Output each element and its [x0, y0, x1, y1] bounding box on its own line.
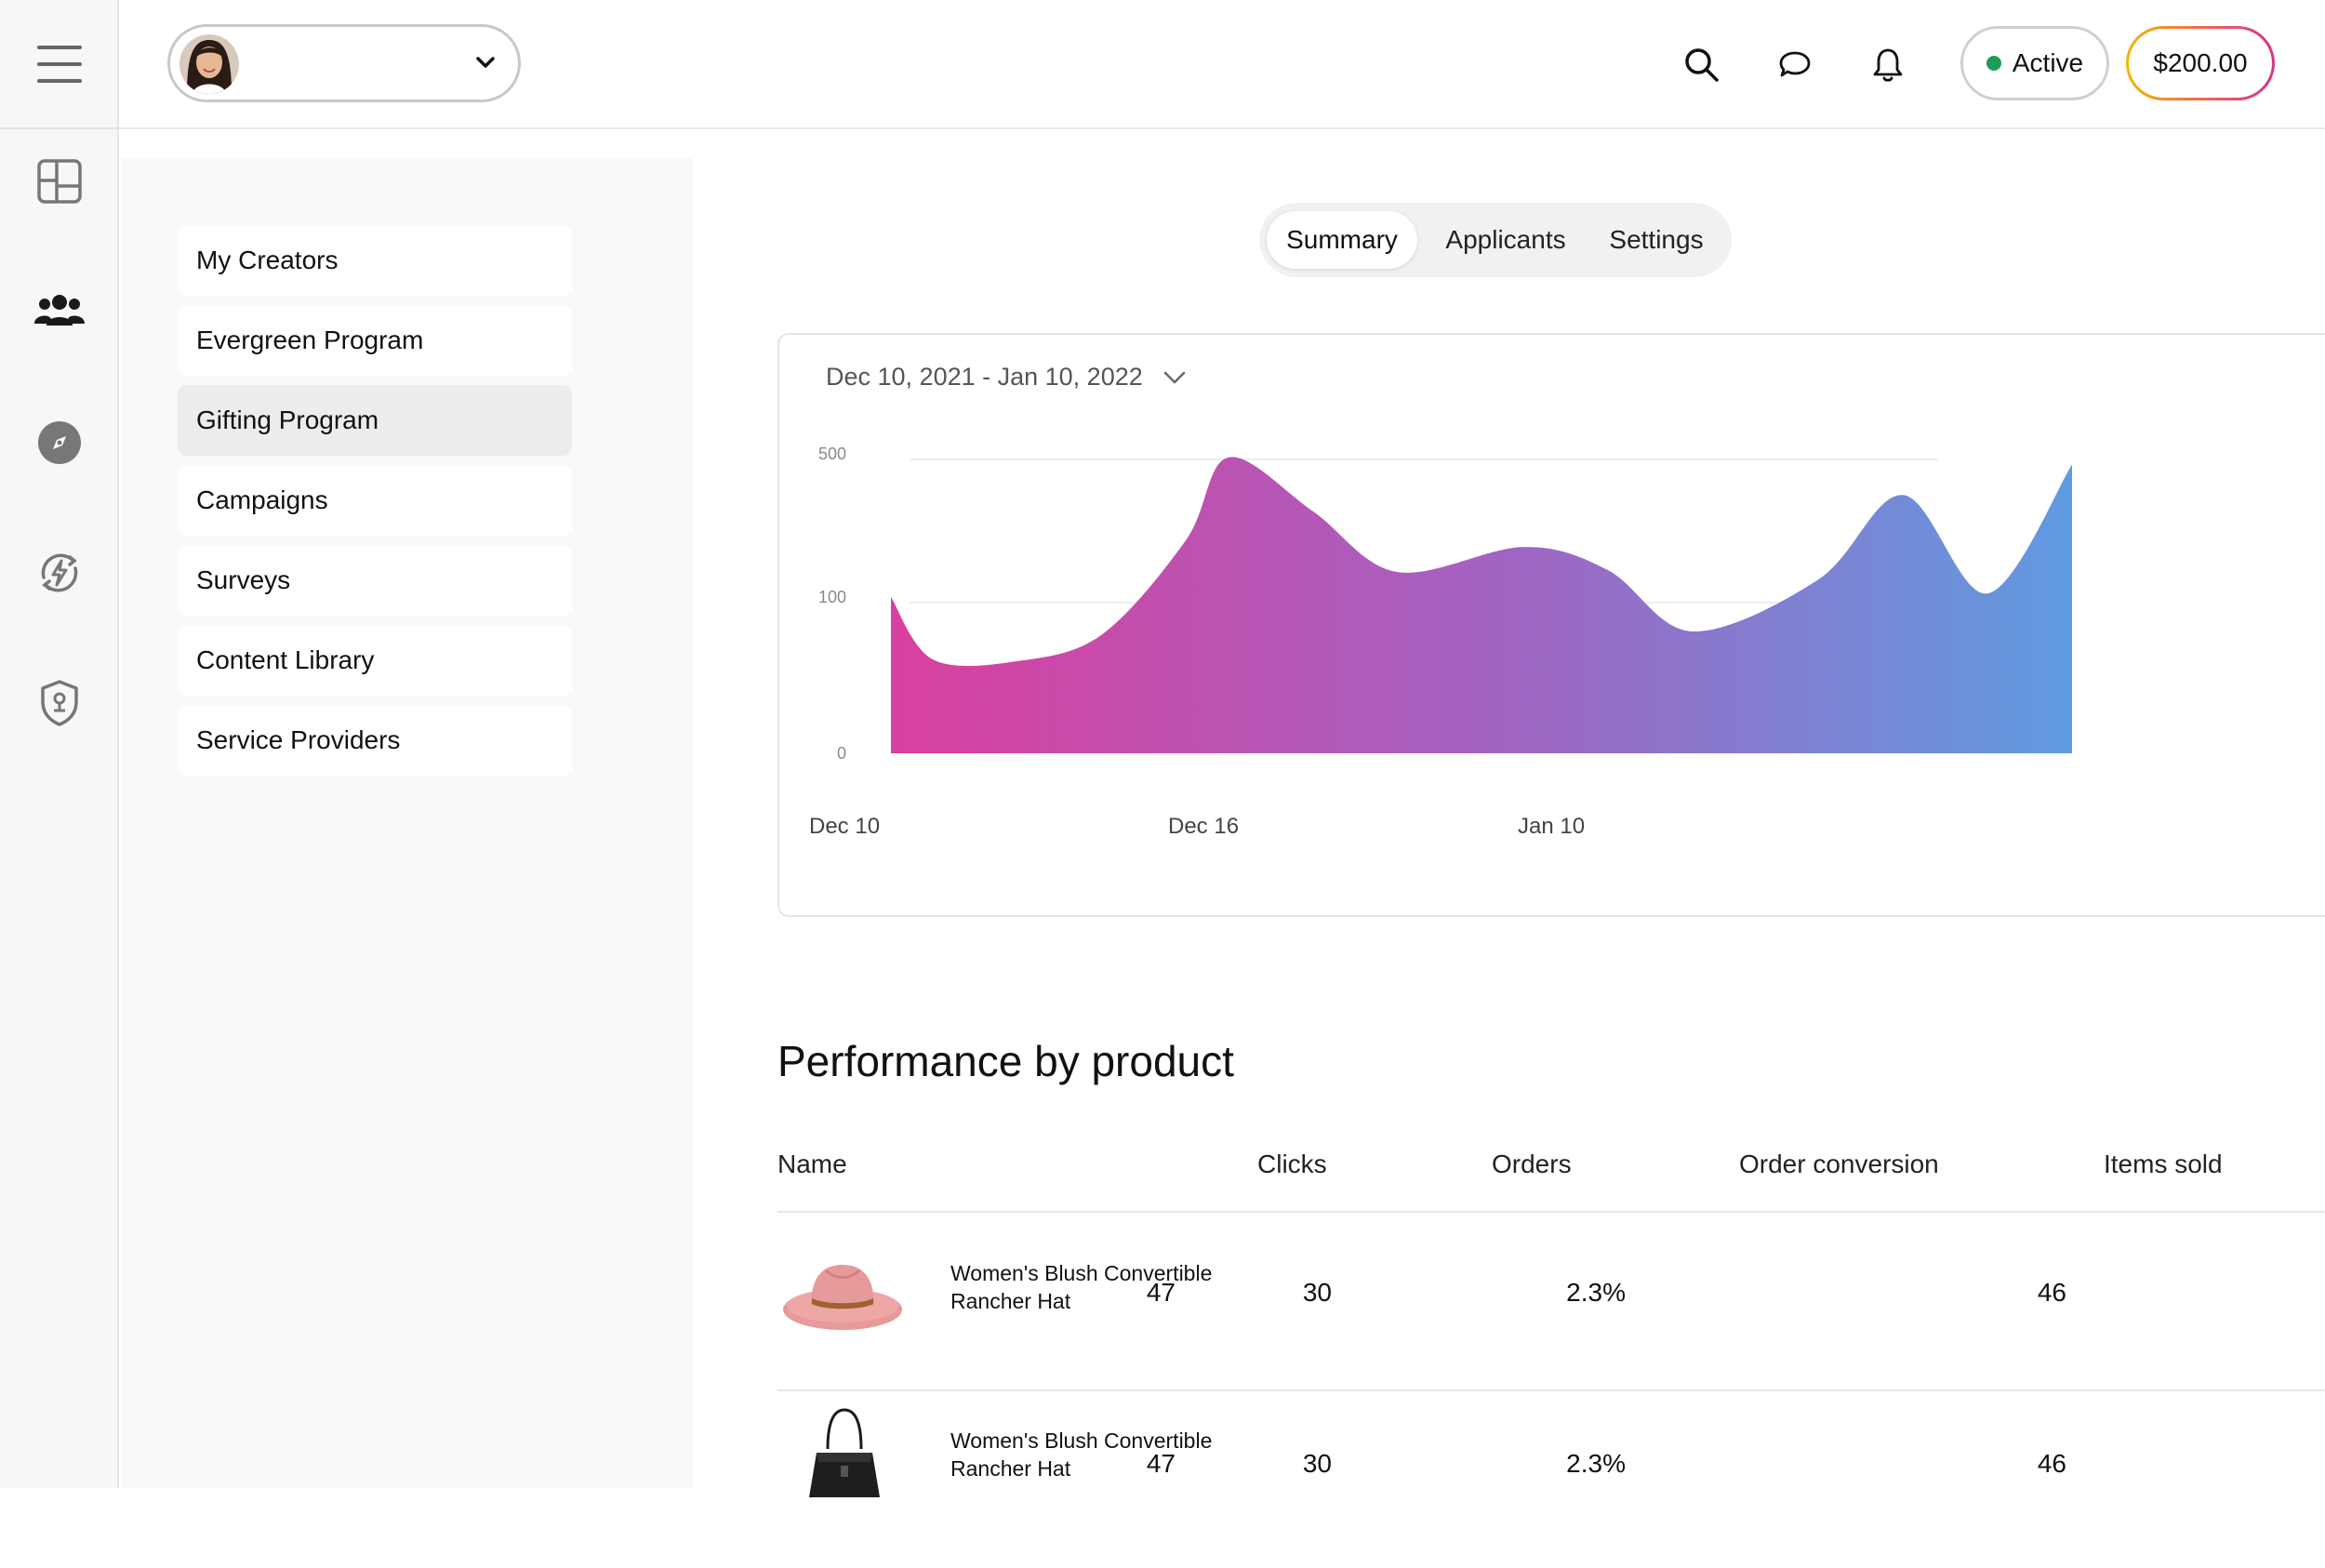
performance-chart-card: Dec 10, 2021 - Jan 10, 2022 500 100 0 Dec 1…	[777, 333, 2325, 917]
tab-settings[interactable]: Settings	[1609, 225, 1704, 254]
divider	[777, 1389, 2325, 1391]
avatar	[179, 34, 239, 94]
column-header-order-conversion[interactable]: Order conversion	[1739, 1149, 1939, 1178]
date-range-picker[interactable]: Dec 10, 2021 - Jan 10, 2022	[826, 363, 1186, 392]
chat-bubble-icon	[1779, 51, 1811, 77]
pink-rancher-hat-image	[783, 1265, 902, 1330]
product-name[interactable]: Women's Blush Convertible Rancher Hat	[950, 1428, 1213, 1481]
subnav-item-campaigns[interactable]: Campaigns	[178, 465, 572, 536]
column-header-items-sold[interactable]: Items sold	[2104, 1149, 2223, 1178]
status-dot-icon	[1986, 56, 2001, 71]
subnav-item-gifting-program[interactable]: Gifting Program	[178, 385, 572, 456]
table-row[interactable]: Women's Blush Convertible Rancher Hat 47…	[777, 1391, 2325, 1568]
table-row[interactable]: Women's Blush Convertible Rancher Hat 47…	[777, 1213, 2325, 1389]
balance-amount: $200.00	[2153, 48, 2248, 77]
shield-lock-icon	[41, 680, 78, 726]
section-title: Performance by product	[777, 1037, 1234, 1085]
date-range-label: Dec 10, 2021 - Jan 10, 2022	[826, 363, 1143, 391]
y-tick-label: 500	[818, 445, 846, 463]
messages-button[interactable]	[1767, 37, 1823, 93]
bell-icon	[1873, 48, 1903, 82]
product-name[interactable]: Women's Blush Convertible Rancher Hat	[950, 1261, 1213, 1313]
balance-button[interactable]: $200.00	[2126, 26, 2275, 100]
x-tick-label: Dec 10	[809, 814, 880, 839]
y-tick-label: 0	[837, 744, 846, 763]
users-icon	[34, 295, 85, 326]
table-header: Name Clicks Orders Order conversion Item…	[777, 1149, 2325, 1213]
rail-creators[interactable]	[30, 281, 89, 340]
rail-security[interactable]	[30, 673, 89, 733]
column-header-name[interactable]: Name	[777, 1149, 847, 1178]
orders-value: 30	[1302, 1449, 1332, 1478]
layout-dashboard-icon	[37, 159, 82, 204]
subnav-item-evergreen-program[interactable]: Evergreen Program	[178, 305, 572, 376]
view-tabs: Summary Applicants Settings	[1259, 203, 1732, 277]
search-icon	[1685, 48, 1719, 82]
tab-applicants[interactable]: Applicants	[1445, 225, 1566, 254]
column-header-orders[interactable]: Orders	[1492, 1149, 1572, 1178]
order-conversion-value: 2.3%	[1566, 1278, 1626, 1307]
search-button[interactable]	[1674, 37, 1730, 93]
black-bucket-bag-image	[809, 1408, 880, 1497]
clicks-value: 47	[1146, 1449, 1176, 1478]
program-sidebar: My Creators Evergreen Program Gifting Pr…	[121, 158, 693, 1488]
orders-value: 30	[1302, 1278, 1332, 1307]
menu-button[interactable]	[0, 0, 119, 129]
subnav-item-content-library[interactable]: Content Library	[178, 625, 572, 696]
subnav-item-service-providers[interactable]: Service Providers	[178, 705, 572, 776]
chevron-down-icon	[476, 57, 495, 68]
subnav-item-my-creators[interactable]: My Creators	[178, 225, 572, 296]
chevron-down-icon	[1163, 371, 1185, 383]
area-series	[891, 457, 2072, 753]
hamburger-icon	[37, 45, 82, 83]
clicks-value: 47	[1146, 1278, 1176, 1307]
rail-dashboard[interactable]	[30, 152, 89, 211]
tab-summary[interactable]: Summary	[1267, 211, 1417, 269]
items-sold-value: 46	[2037, 1278, 2066, 1307]
subnav-item-surveys[interactable]: Surveys	[178, 545, 572, 616]
x-tick-label: Jan 10	[1518, 814, 1585, 839]
status-badge[interactable]: Active	[1960, 26, 2109, 100]
x-tick-label: Dec 16	[1168, 814, 1239, 839]
account-switcher[interactable]	[167, 24, 521, 102]
icon-rail	[0, 0, 119, 1488]
top-bar: Active $200.00	[119, 0, 2325, 129]
status-label: Active	[2012, 48, 2084, 77]
rail-discover[interactable]	[30, 413, 89, 472]
order-conversion-value: 2.3%	[1566, 1449, 1626, 1478]
rail-automation[interactable]	[30, 543, 89, 603]
y-tick-label: 100	[818, 588, 846, 606]
compass-icon	[38, 421, 81, 464]
lightning-refresh-icon	[41, 553, 78, 592]
divider	[777, 1211, 2325, 1213]
notifications-button[interactable]	[1860, 37, 1916, 93]
area-chart: 500 100 0 Dec 10 Dec 16 Jan 10	[809, 445, 2072, 839]
items-sold-value: 46	[2037, 1449, 2066, 1478]
column-header-clicks[interactable]: Clicks	[1257, 1149, 1327, 1178]
